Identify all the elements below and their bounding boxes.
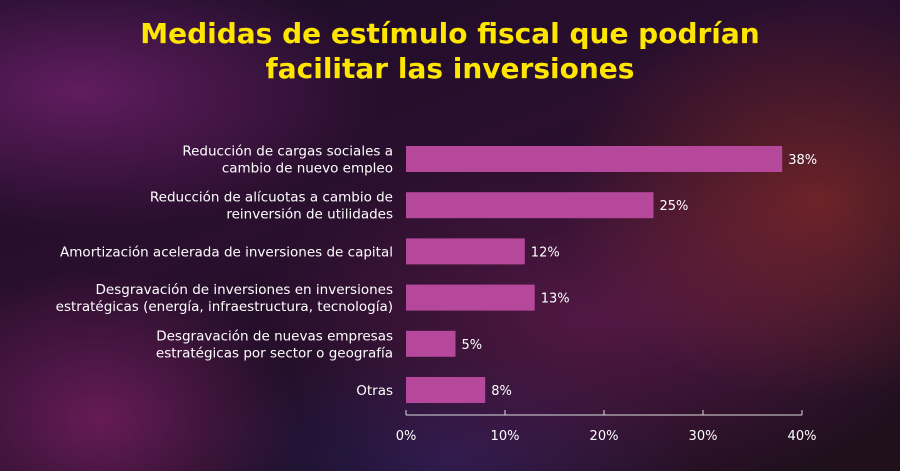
value-label: 12% [531,245,560,260]
bar [406,284,535,311]
chart-title: Medidas de estímulo fiscal que podrían f… [0,16,900,86]
value-label: 38% [788,153,817,168]
bar [406,238,525,265]
category-label: Desgravación de inversiones en inversion… [96,282,393,298]
value-label: 5% [462,338,483,353]
x-tick-label: 30% [689,429,718,444]
category-label: Desgravación de nuevas empresas [156,328,393,344]
value-label: 8% [491,384,512,399]
category-label: Reducción de alícuotas a cambio de [150,190,393,206]
bar [406,330,456,357]
category-label: estratégicas por sector o geografía [156,345,393,361]
bar [406,192,654,219]
category-label: estratégicas (energía, infraestructura, … [56,299,393,315]
category-label: Reducción de cargas sociales a [182,144,393,160]
value-label: 25% [660,199,689,214]
category-label: Amortización acelerada de inversiones de… [60,244,393,260]
bar [406,146,783,172]
title-line-2: facilitar las inversiones [265,52,635,85]
title-line-1: Medidas de estímulo fiscal que podrían [140,17,760,50]
bar [406,377,486,403]
x-tick-label: 0% [396,429,417,444]
x-tick-label: 10% [491,429,520,444]
value-label: 13% [541,292,570,307]
category-label: reinversión de utilidades [226,207,393,223]
category-label: Otras [356,383,393,399]
category-label: cambio de nuevo empleo [222,161,393,177]
x-tick-label: 20% [590,429,619,444]
x-tick-label: 40% [788,429,817,444]
